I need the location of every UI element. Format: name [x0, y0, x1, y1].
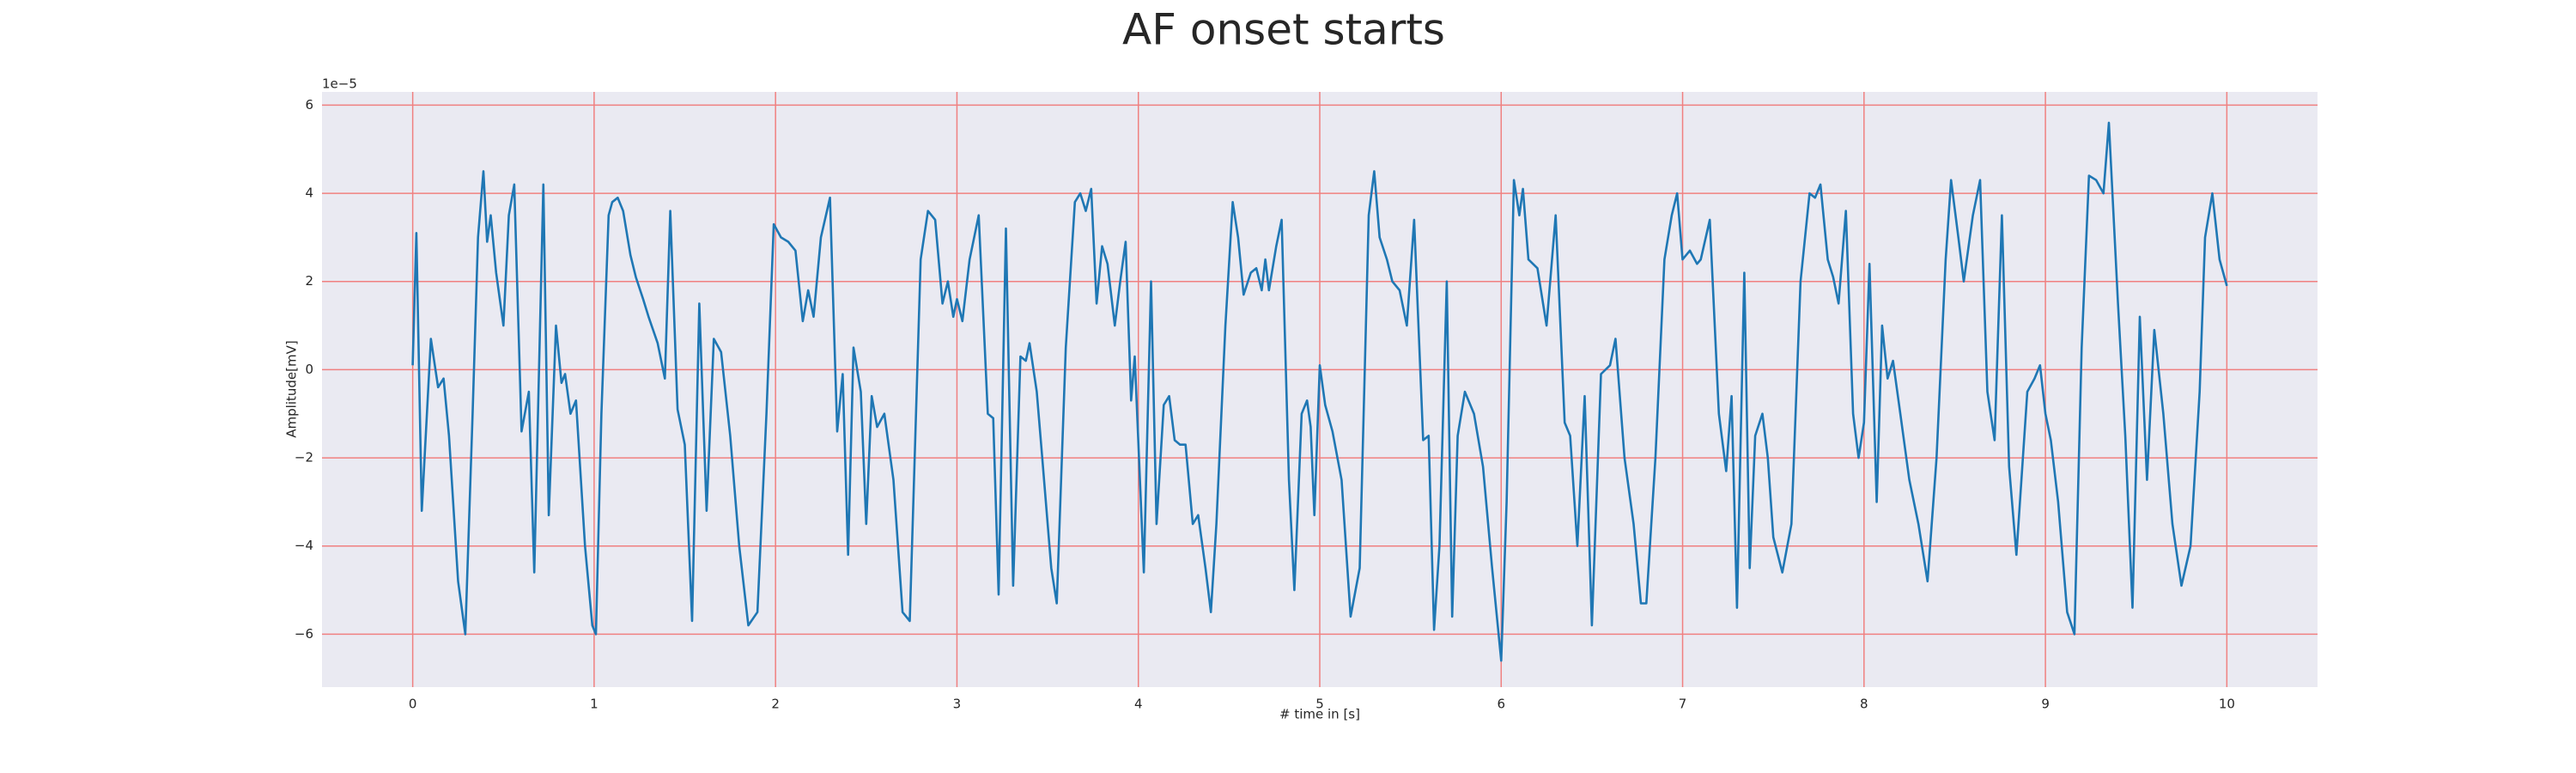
- x-tick-label: 10: [2219, 697, 2235, 712]
- y-tick-label: −6: [295, 626, 313, 642]
- x-axis-label: # time in [s]: [1279, 707, 1360, 722]
- x-tick-label: 4: [1134, 697, 1143, 712]
- x-tick-label: 5: [1315, 697, 1324, 712]
- x-tick-label: 1: [590, 697, 598, 712]
- y-offset-label: 1e−5: [322, 76, 357, 92]
- x-tick-label: 8: [1860, 697, 1868, 712]
- y-axis-label: Amplitude[mV]: [284, 340, 300, 437]
- x-tick-label: 2: [771, 697, 780, 712]
- x-tick-label: 0: [409, 697, 417, 712]
- y-tick-label: −2: [295, 450, 313, 466]
- y-tick-label: 0: [305, 362, 313, 377]
- y-tick-label: 2: [305, 273, 313, 289]
- x-tick-label: 3: [953, 697, 962, 712]
- chart-title: AF onset starts: [1122, 5, 1445, 55]
- x-tick-label: 6: [1497, 697, 1505, 712]
- series-line: [411, 121, 2228, 662]
- y-tick-label: 4: [305, 186, 313, 201]
- y-tick-label: 6: [305, 97, 313, 113]
- x-tick-label: 9: [2041, 697, 2050, 712]
- y-tick-label: −4: [295, 538, 313, 553]
- x-tick-label: 7: [1679, 697, 1687, 712]
